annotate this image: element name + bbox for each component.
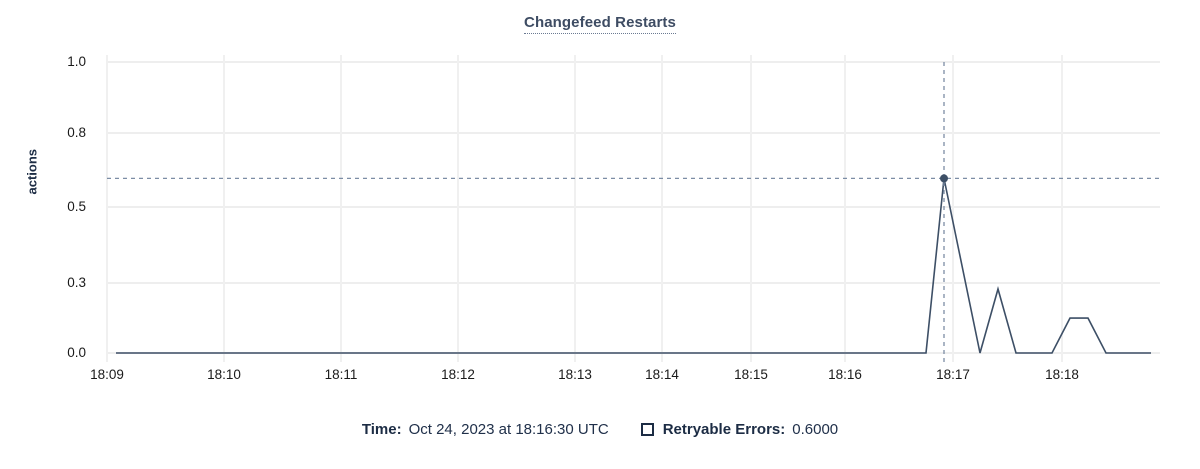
legend-item-retryable-errors[interactable]: Retryable Errors: 0.6000 [640,421,839,438]
x-tick-label-3: 18:11 [324,367,358,382]
y-axis-label: actions [24,148,40,195]
y-tick-label-4: 0.3 [67,275,86,290]
horizontal-gridlines [107,61,1160,354]
chart-footer: Time: Oct 24, 2023 at 18:16:30 UTC Retry… [0,421,1200,438]
legend-swatch-icon[interactable] [640,423,654,436]
x-tick-label-8: 18:16 [828,367,862,382]
chart-title: Changefeed Restarts [0,14,1200,34]
legend-series-label: Retryable Errors: [662,421,786,438]
x-tick-label-1: 18:09 [90,367,124,382]
y-tick-label-2: 0.8 [67,125,86,140]
footer-time-label: Time: [361,421,402,438]
x-tick-label-7: 18:15 [734,367,768,382]
crosshair [107,62,1160,362]
legend-series-value: 0.6000 [792,421,839,438]
y-tick-label-5: 0.0 [67,345,86,360]
x-tick-label-5: 18:13 [558,367,592,382]
plot-area[interactable]: actions 1.0 0.8 0.5 0.3 0.0 18:09 18:10 … [0,0,1200,400]
footer-time-group: Time: Oct 24, 2023 at 18:16:30 UTC [362,421,609,438]
x-tick-label-9: 18:17 [936,367,970,382]
y-tick-label-3: 0.5 [67,199,86,214]
y-tick-label-1: 1.0 [67,54,86,69]
x-tick-label-10: 18:18 [1045,367,1079,382]
highlight-point-marker[interactable] [940,174,948,183]
footer-time-value: Oct 24, 2023 at 18:16:30 UTC [408,421,609,438]
plot-svg [106,55,1160,362]
x-tick-label-4: 18:12 [441,367,475,382]
x-tick-label-2: 18:10 [207,367,241,382]
vertical-gridlines [106,55,1063,362]
series-line-retryable-errors [116,178,1151,354]
x-tick-label-6: 18:14 [645,367,679,382]
chart-title-text: Changefeed Restarts [524,14,676,34]
